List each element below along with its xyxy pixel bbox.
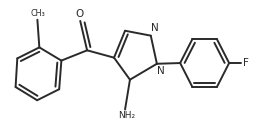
Text: F: F [242,58,248,68]
Text: N: N [157,66,165,76]
Text: NH₂: NH₂ [117,112,134,121]
Text: CH₃: CH₃ [30,9,45,18]
Text: N: N [151,23,158,33]
Text: O: O [75,9,83,20]
